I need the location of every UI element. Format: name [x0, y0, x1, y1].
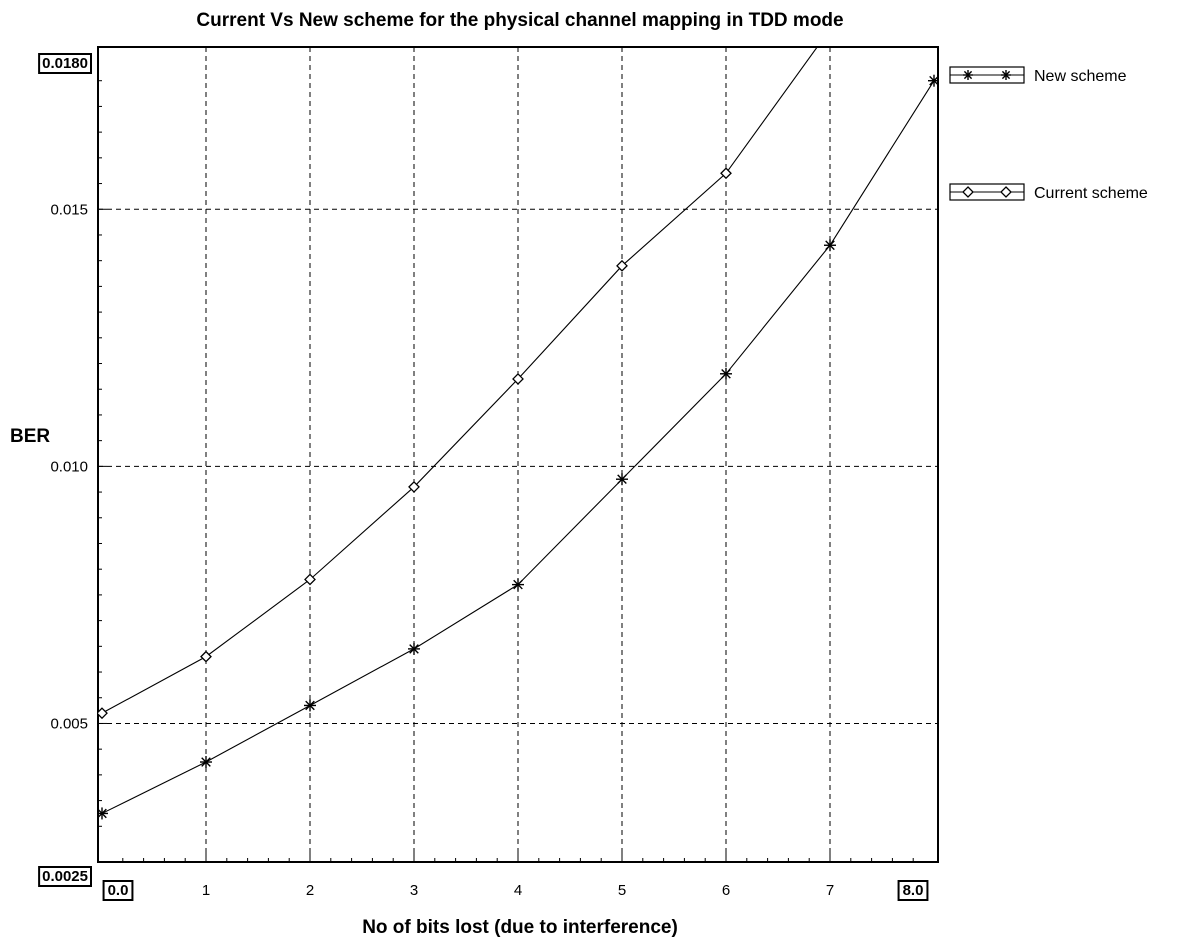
y-tick-box — [38, 866, 92, 887]
current-scheme-point — [304, 573, 316, 586]
y-axis-ticks: 0.0025 0.005 0.010 0.015 0.0180 — [38, 53, 92, 887]
new-scheme-point — [408, 642, 420, 655]
legend-label: New scheme — [1034, 68, 1127, 85]
x-axis-label: No of bits lost (due to interference) — [362, 917, 678, 938]
x-tick-label: 5 — [618, 882, 626, 899]
y-tick-label: 0.005 — [50, 715, 88, 732]
grid-lines — [98, 47, 938, 862]
new-scheme-point — [616, 473, 628, 486]
x-tick-box — [897, 880, 929, 901]
current-scheme-point — [616, 259, 628, 272]
legend-marker — [963, 70, 973, 80]
new-scheme-point — [824, 239, 836, 252]
new-scheme-point — [720, 367, 732, 380]
y-tick-box — [38, 53, 92, 74]
x-tick-box — [102, 880, 134, 901]
y-tick-label: 0.015 — [50, 201, 88, 218]
legend-marker — [962, 186, 974, 198]
x-tick-label: 7 — [826, 882, 834, 899]
current-scheme-point — [98, 707, 108, 720]
y-axis-label: BER — [10, 426, 50, 447]
data-series — [98, 47, 938, 820]
x-axis-ticks: 0.0 1 2 3 4 5 6 7 8.0 — [102, 880, 929, 901]
legend-marker — [1000, 186, 1012, 198]
legend-item-current-scheme: Current scheme — [949, 183, 1148, 202]
new-scheme-point — [928, 74, 938, 87]
current-scheme-point — [512, 373, 524, 385]
legend-item-new-scheme: New scheme — [949, 66, 1127, 85]
legend: New scheme Current scheme — [949, 66, 1148, 202]
x-tick-label: 4 — [514, 882, 522, 899]
x-tick-label: 2 — [306, 882, 314, 899]
new-scheme-point — [98, 807, 108, 820]
y-tick-label: 0.0025 — [42, 868, 88, 885]
legend-label: Current scheme — [1034, 185, 1148, 202]
x-tick-label: 1 — [202, 882, 210, 899]
new-scheme-point — [512, 578, 524, 591]
x-tick-label: 0.0 — [108, 882, 129, 899]
current-scheme-point — [720, 167, 732, 180]
new-scheme-point — [200, 756, 212, 769]
legend-marker — [1001, 70, 1011, 80]
new-scheme-point — [304, 699, 316, 712]
current-scheme-point — [408, 481, 420, 493]
y-tick-label: 0.0180 — [42, 55, 88, 72]
chart-title: Current Vs New scheme for the physical c… — [196, 10, 843, 31]
x-tick-label: 8.0 — [903, 882, 924, 899]
x-tick-label: 3 — [410, 882, 418, 899]
minor-ticks — [98, 80, 914, 862]
x-tick-label: 6 — [722, 882, 730, 899]
current-scheme-point — [200, 650, 212, 663]
y-tick-label: 0.010 — [50, 458, 88, 475]
